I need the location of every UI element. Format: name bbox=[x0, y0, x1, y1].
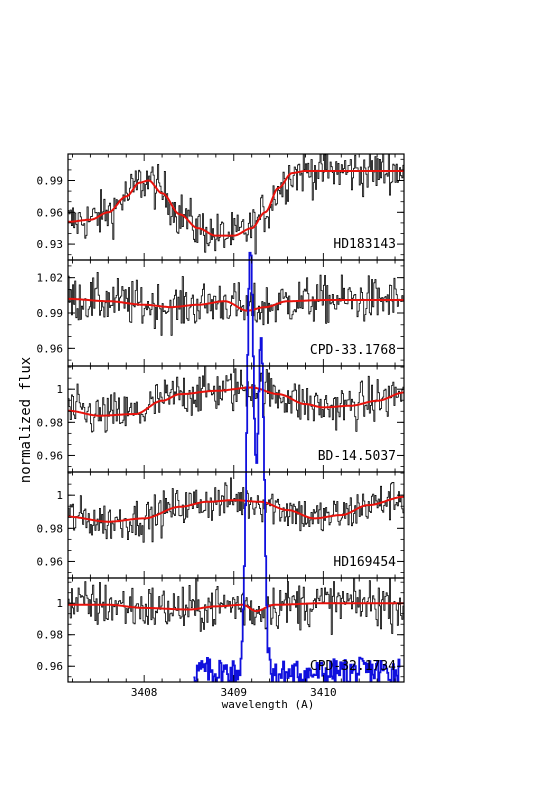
panel-2-observed-spectrum bbox=[68, 272, 404, 336]
panel-5-frame bbox=[67, 577, 405, 683]
x-tick-label: 3409 bbox=[221, 686, 248, 699]
panel-4-star-label: HD169454 bbox=[333, 555, 396, 570]
panel-5-ytick-label: 0.96 bbox=[37, 660, 64, 673]
panel-2-ytick-label: 1.02 bbox=[37, 272, 64, 285]
panel-3-observed-spectrum bbox=[68, 366, 404, 433]
panel-4-ytick-label: 0.96 bbox=[37, 555, 64, 568]
panel-frames: 0.93 0.96 0.99 HD183143 0.96 0.99 1.02 CPD-33.1… bbox=[37, 153, 405, 683]
panel-1-model-curve bbox=[68, 170, 404, 237]
panel-5-ytick-label: 0.98 bbox=[37, 629, 64, 642]
panel-5-ytick-label: 1 bbox=[56, 597, 63, 610]
panel-2-ytick-label: 0.99 bbox=[37, 307, 64, 320]
panel-4-ytick-label: 1 bbox=[56, 489, 63, 502]
panel-5-star-label: CPD-32.1734 bbox=[310, 659, 396, 674]
panel-5-model-curve bbox=[68, 602, 404, 613]
overlay-spectrum-line bbox=[193, 251, 401, 682]
y-axis-title: normalized flux bbox=[18, 357, 34, 483]
panel-1-ytick-label: 0.99 bbox=[37, 175, 64, 188]
overlay-spectrum bbox=[193, 251, 401, 682]
panel-1-star-label: HD183143 bbox=[333, 237, 396, 252]
panel-2-ytick-label: 0.96 bbox=[37, 342, 64, 355]
panel-5-plot bbox=[68, 578, 404, 635]
panel-3-star-label: BD-14.5037 bbox=[318, 449, 396, 464]
panel-4-model-curve bbox=[68, 495, 404, 523]
panel-1-ytick-label: 0.93 bbox=[37, 238, 64, 251]
panel-2-plot bbox=[68, 272, 404, 336]
panel-3-ytick-label: 1 bbox=[56, 383, 63, 396]
x-axis: 3408 3409 3410 bbox=[131, 686, 337, 699]
panel-1-observed-spectrum bbox=[68, 154, 404, 255]
panel-2-model-curve bbox=[68, 297, 404, 312]
panel-4-plot bbox=[68, 477, 404, 543]
x-tick-label: 3408 bbox=[131, 686, 158, 699]
panel-3-model-curve bbox=[68, 386, 404, 417]
panel-2-star-label: CPD-33.1768 bbox=[310, 343, 396, 358]
panel-1-ytick-label: 0.96 bbox=[37, 206, 64, 219]
panel-3-ytick-label: 0.98 bbox=[37, 416, 64, 429]
panel-1-plot bbox=[68, 154, 404, 255]
panel-4-ytick-label: 0.98 bbox=[37, 522, 64, 535]
x-tick-label: 3410 bbox=[310, 686, 337, 699]
panel-4-observed-spectrum bbox=[68, 477, 404, 543]
panel-3-plot bbox=[68, 366, 404, 433]
x-axis-title: wavelength (A) bbox=[222, 698, 315, 711]
panels-group bbox=[68, 154, 404, 635]
panel-3-ytick-label: 0.96 bbox=[37, 449, 64, 462]
